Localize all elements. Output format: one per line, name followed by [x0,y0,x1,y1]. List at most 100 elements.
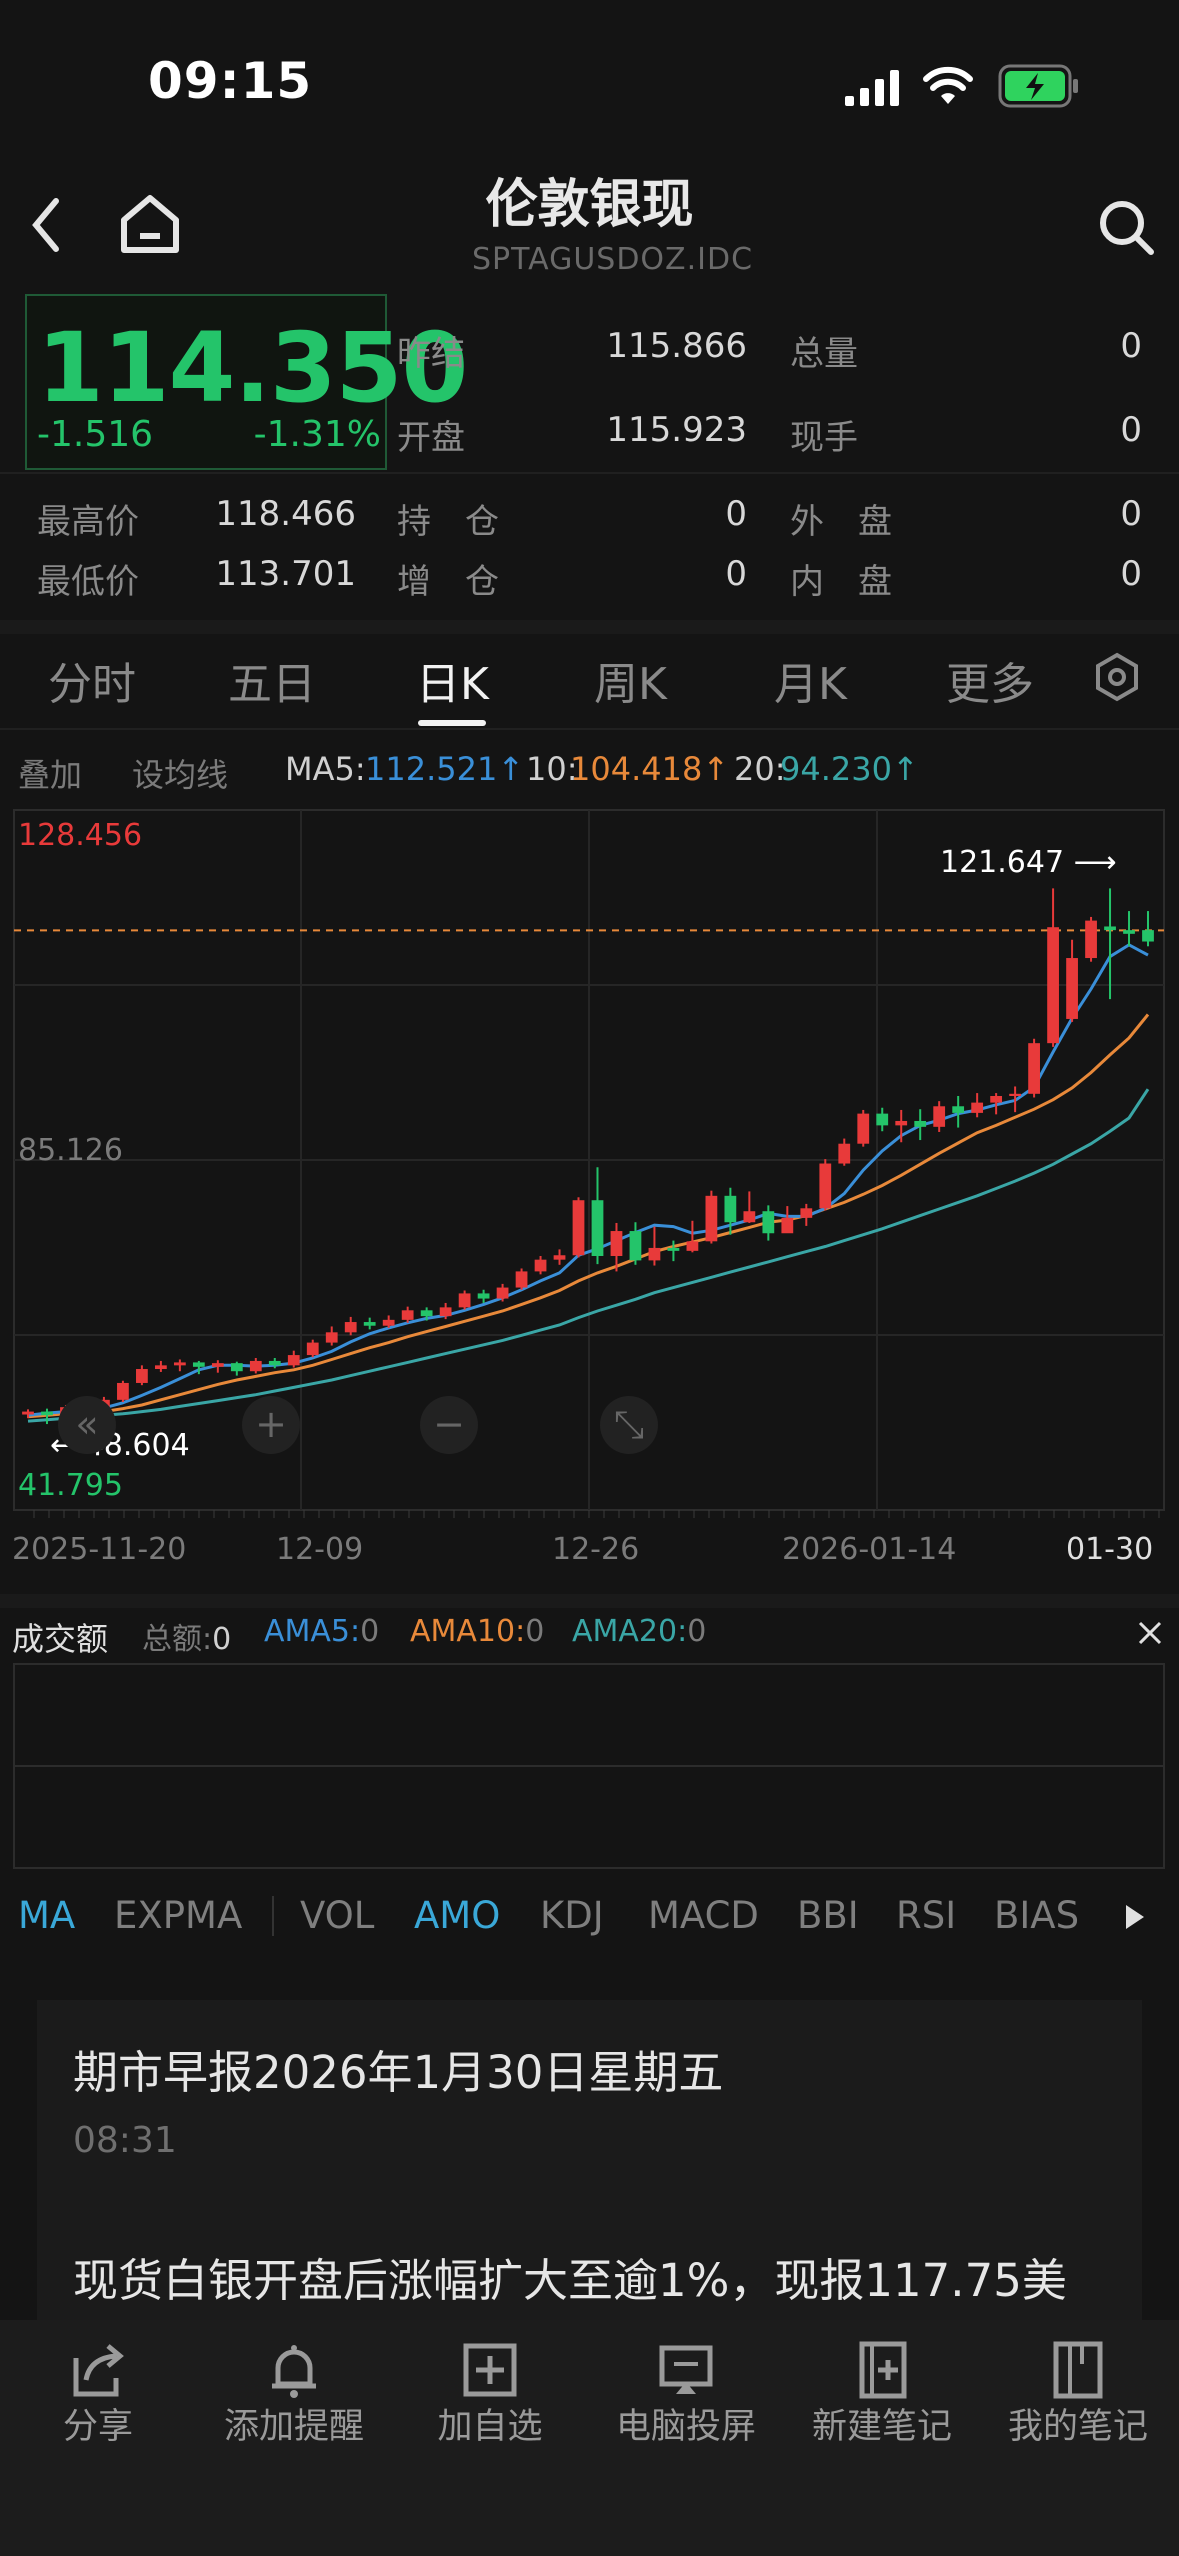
candle-body [1028,1043,1040,1094]
indicator-rsi[interactable]: RSI [896,1894,957,1937]
volume-title: 成交额 [12,1620,109,1658]
candle-body [306,1342,319,1356]
set-ma-button[interactable]: 设均线 [132,756,229,794]
add-alert-button[interactable]: 添加提醒 [196,2320,392,2556]
candle-body [1047,927,1059,1044]
news-time: 08:31 [73,2120,177,2161]
high-label: 最高价 [37,502,139,542]
tab-five-day[interactable]: 五日 [228,659,316,710]
overlay-button[interactable]: 叠加 [18,756,83,794]
zoom-in-button[interactable]: + [242,1396,300,1454]
low-value: 113.701 [215,554,356,594]
candle-body [553,1255,566,1260]
candle-body [173,1362,186,1366]
ma20-label: 20: [734,750,786,788]
wifi-icon [923,66,973,106]
x-tick-label: 12-26 [552,1532,640,1567]
symbol-code: SPTAGUSDOZ.IDC [471,242,754,277]
indicator-more-icon[interactable] [1122,1902,1148,1932]
candle-body [876,1113,889,1126]
scroll-left-button[interactable]: « [58,1396,116,1454]
candle-body [496,1287,509,1299]
candle-body [781,1217,794,1234]
cast-icon [656,2340,716,2400]
indicator-ma[interactable]: MA [18,1894,76,1937]
divider [0,728,1179,730]
tab-intraday[interactable]: 分时 [48,659,136,710]
tab-weekly-k[interactable]: 周K [594,659,667,710]
candle-body [439,1307,452,1317]
candle-body [895,1120,908,1126]
screen-cast-button[interactable]: 电脑投屏 [588,2320,784,2556]
candlestick-chart[interactable] [0,800,1179,1580]
inner-volume-label: 内 盘 [790,562,892,602]
x-tick-label: 2026-01-14 [782,1532,957,1567]
indicator-macd[interactable]: MACD [648,1894,759,1937]
candle-body [515,1271,528,1288]
last-price: 114.350 [37,312,468,424]
open-value: 115.923 [606,410,747,450]
candle-body [800,1208,813,1218]
bell-icon [264,2340,324,2400]
candle-body [914,1120,927,1127]
indicator-bbi[interactable]: BBI [797,1894,859,1937]
x-tick-label: 2025-11-20 [12,1532,187,1567]
candle-body [743,1211,756,1223]
news-headline: 期市早报2026年1月30日星期五 [73,2046,724,2099]
candle-body [477,1293,490,1299]
candle-body [287,1355,300,1366]
indicator-vol[interactable]: VOL [300,1894,375,1937]
ama20-label: AMA20: [572,1614,688,1649]
candle-body [1142,930,1154,942]
my-notes-label: 我的笔记 [1007,2407,1148,2447]
candle-body [192,1362,205,1367]
tab-daily-k[interactable]: 日K [416,659,489,710]
ma20-value: 94.230↑ [780,750,919,788]
divider [272,1896,274,1936]
candle-body [933,1106,946,1127]
open-interest-value: 0 [725,494,747,534]
share-icon [68,2340,128,2400]
battery-icon [998,64,1080,108]
x-tick-label: 12-09 [276,1532,364,1567]
candle-body [268,1360,281,1366]
candle-body [724,1195,737,1223]
tab-monthly-k[interactable]: 月K [774,659,847,710]
volume-total-label: 总额: [142,1622,213,1657]
signal-icon [845,70,905,106]
candle-body [382,1319,395,1326]
inner-volume-value: 0 [1120,554,1142,594]
my-notes-button[interactable]: 我的笔记 [980,2320,1176,2556]
indicator-expma[interactable]: EXPMA [114,1894,243,1937]
status-time: 09:15 [148,52,313,110]
tab-more[interactable]: 更多 [946,659,1034,710]
search-icon[interactable] [1097,198,1157,258]
candle-body [249,1360,262,1372]
candle-body [648,1247,661,1261]
candle-body [1085,920,1097,959]
candle-body [363,1322,376,1326]
indicator-amo[interactable]: AMO [414,1894,501,1937]
indicator-bias[interactable]: BIAS [994,1894,1080,1937]
candle-body [990,1096,1003,1103]
fullscreen-button[interactable]: ⤡ [600,1396,658,1454]
new-note-button[interactable]: 新建笔记 [784,2320,980,2556]
prev-settle-value: 115.866 [606,326,747,366]
indicator-kdj[interactable]: KDJ [540,1894,604,1937]
back-button[interactable] [22,195,72,255]
ma5-label: MA5: [285,750,366,788]
zoom-out-button[interactable]: − [420,1396,478,1454]
ma5-value: 112.521↑ [365,750,525,788]
home-icon[interactable] [118,192,182,256]
close-icon[interactable] [1135,1618,1165,1648]
notes-icon [1048,2340,1108,2400]
open-label: 开盘 [397,418,465,458]
share-button[interactable]: 分享 [0,2320,196,2556]
divider [0,620,1179,634]
bottom-toolbar: 分享 添加提醒 加自选 电脑投屏 新建笔记 我的笔记 [0,2320,1179,2556]
candle-body [1123,930,1135,934]
chart-settings-icon[interactable] [1092,652,1142,702]
add-watchlist-button[interactable]: 加自选 [392,2320,588,2556]
outer-volume-label: 外 盘 [790,502,892,542]
ama20-value: 0 [687,1614,707,1649]
